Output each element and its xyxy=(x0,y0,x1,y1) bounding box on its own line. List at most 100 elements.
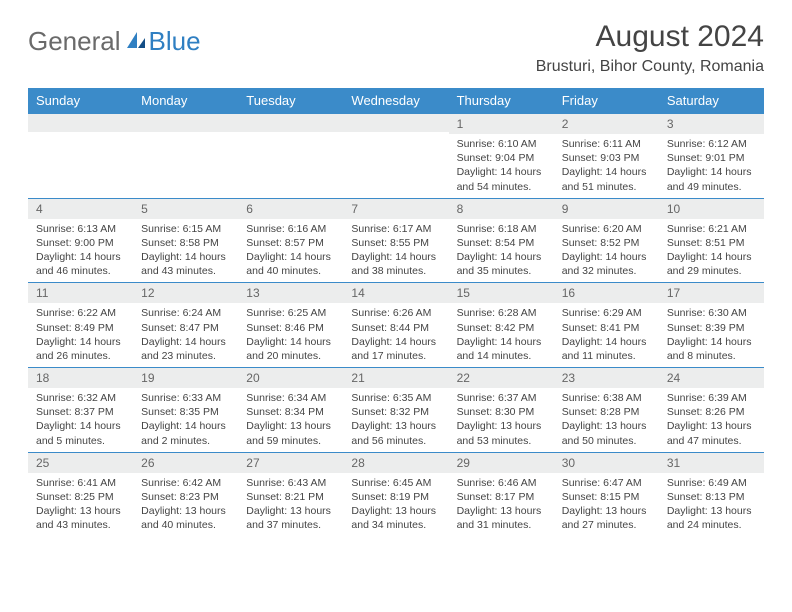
day-details: Sunrise: 6:18 AMSunset: 8:54 PMDaylight:… xyxy=(449,219,554,283)
weekday-header-row: SundayMondayTuesdayWednesdayThursdayFrid… xyxy=(28,88,764,114)
calendar-day-cell: 20Sunrise: 6:34 AMSunset: 8:34 PMDayligh… xyxy=(238,368,343,453)
day-number: 19 xyxy=(133,368,238,388)
calendar-day-cell: 2Sunrise: 6:11 AMSunset: 9:03 PMDaylight… xyxy=(554,114,659,199)
calendar-day-cell: 28Sunrise: 6:45 AMSunset: 8:19 PMDayligh… xyxy=(343,452,448,536)
calendar-day-cell: 31Sunrise: 6:49 AMSunset: 8:13 PMDayligh… xyxy=(659,452,764,536)
calendar-day-cell: 18Sunrise: 6:32 AMSunset: 8:37 PMDayligh… xyxy=(28,368,133,453)
day-details: Sunrise: 6:21 AMSunset: 8:51 PMDaylight:… xyxy=(659,219,764,283)
calendar-day-cell: 14Sunrise: 6:26 AMSunset: 8:44 PMDayligh… xyxy=(343,283,448,368)
calendar-day-cell: 9Sunrise: 6:20 AMSunset: 8:52 PMDaylight… xyxy=(554,198,659,283)
calendar-day-cell: 6Sunrise: 6:16 AMSunset: 8:57 PMDaylight… xyxy=(238,198,343,283)
calendar-day-cell: 22Sunrise: 6:37 AMSunset: 8:30 PMDayligh… xyxy=(449,368,554,453)
day-details: Sunrise: 6:12 AMSunset: 9:01 PMDaylight:… xyxy=(659,134,764,198)
logo: General Blue xyxy=(28,20,201,57)
day-details: Sunrise: 6:45 AMSunset: 8:19 PMDaylight:… xyxy=(343,473,448,537)
day-details: Sunrise: 6:10 AMSunset: 9:04 PMDaylight:… xyxy=(449,134,554,198)
calendar-day-cell: 4Sunrise: 6:13 AMSunset: 9:00 PMDaylight… xyxy=(28,198,133,283)
calendar-week-row: 1Sunrise: 6:10 AMSunset: 9:04 PMDaylight… xyxy=(28,114,764,199)
day-details: Sunrise: 6:47 AMSunset: 8:15 PMDaylight:… xyxy=(554,473,659,537)
day-number: 21 xyxy=(343,368,448,388)
calendar-day-cell xyxy=(343,114,448,199)
day-number: 24 xyxy=(659,368,764,388)
day-details: Sunrise: 6:25 AMSunset: 8:46 PMDaylight:… xyxy=(238,303,343,367)
day-number: 2 xyxy=(554,114,659,134)
day-number: 28 xyxy=(343,453,448,473)
calendar-day-cell xyxy=(28,114,133,199)
day-number: 26 xyxy=(133,453,238,473)
day-number: 15 xyxy=(449,283,554,303)
calendar-day-cell: 17Sunrise: 6:30 AMSunset: 8:39 PMDayligh… xyxy=(659,283,764,368)
day-number: 25 xyxy=(28,453,133,473)
calendar-day-cell: 13Sunrise: 6:25 AMSunset: 8:46 PMDayligh… xyxy=(238,283,343,368)
day-details: Sunrise: 6:46 AMSunset: 8:17 PMDaylight:… xyxy=(449,473,554,537)
calendar-day-cell xyxy=(238,114,343,199)
day-details: Sunrise: 6:42 AMSunset: 8:23 PMDaylight:… xyxy=(133,473,238,537)
calendar-day-cell: 7Sunrise: 6:17 AMSunset: 8:55 PMDaylight… xyxy=(343,198,448,283)
day-details: Sunrise: 6:30 AMSunset: 8:39 PMDaylight:… xyxy=(659,303,764,367)
calendar-day-cell: 30Sunrise: 6:47 AMSunset: 8:15 PMDayligh… xyxy=(554,452,659,536)
empty-day-header xyxy=(133,114,238,132)
day-details: Sunrise: 6:43 AMSunset: 8:21 PMDaylight:… xyxy=(238,473,343,537)
day-details: Sunrise: 6:28 AMSunset: 8:42 PMDaylight:… xyxy=(449,303,554,367)
day-number: 1 xyxy=(449,114,554,134)
calendar-day-cell: 29Sunrise: 6:46 AMSunset: 8:17 PMDayligh… xyxy=(449,452,554,536)
day-details: Sunrise: 6:34 AMSunset: 8:34 PMDaylight:… xyxy=(238,388,343,452)
calendar-day-cell: 3Sunrise: 6:12 AMSunset: 9:01 PMDaylight… xyxy=(659,114,764,199)
calendar-day-cell: 21Sunrise: 6:35 AMSunset: 8:32 PMDayligh… xyxy=(343,368,448,453)
calendar-body: 1Sunrise: 6:10 AMSunset: 9:04 PMDaylight… xyxy=(28,114,764,537)
day-details: Sunrise: 6:11 AMSunset: 9:03 PMDaylight:… xyxy=(554,134,659,198)
day-number: 18 xyxy=(28,368,133,388)
day-number: 9 xyxy=(554,199,659,219)
day-details: Sunrise: 6:37 AMSunset: 8:30 PMDaylight:… xyxy=(449,388,554,452)
day-details: Sunrise: 6:26 AMSunset: 8:44 PMDaylight:… xyxy=(343,303,448,367)
day-details: Sunrise: 6:16 AMSunset: 8:57 PMDaylight:… xyxy=(238,219,343,283)
calendar-day-cell: 11Sunrise: 6:22 AMSunset: 8:49 PMDayligh… xyxy=(28,283,133,368)
day-details: Sunrise: 6:15 AMSunset: 8:58 PMDaylight:… xyxy=(133,219,238,283)
day-number: 17 xyxy=(659,283,764,303)
empty-day-header xyxy=(28,114,133,132)
day-number: 10 xyxy=(659,199,764,219)
day-details: Sunrise: 6:22 AMSunset: 8:49 PMDaylight:… xyxy=(28,303,133,367)
title-block: August 2024 Brusturi, Bihor County, Roma… xyxy=(536,20,764,76)
weekday-header: Tuesday xyxy=(238,88,343,114)
day-number: 4 xyxy=(28,199,133,219)
day-details: Sunrise: 6:13 AMSunset: 9:00 PMDaylight:… xyxy=(28,219,133,283)
day-number: 13 xyxy=(238,283,343,303)
calendar-day-cell: 27Sunrise: 6:43 AMSunset: 8:21 PMDayligh… xyxy=(238,452,343,536)
logo-text-2: Blue xyxy=(149,26,201,57)
day-number: 5 xyxy=(133,199,238,219)
day-details: Sunrise: 6:29 AMSunset: 8:41 PMDaylight:… xyxy=(554,303,659,367)
calendar-day-cell: 15Sunrise: 6:28 AMSunset: 8:42 PMDayligh… xyxy=(449,283,554,368)
day-details: Sunrise: 6:17 AMSunset: 8:55 PMDaylight:… xyxy=(343,219,448,283)
calendar-week-row: 25Sunrise: 6:41 AMSunset: 8:25 PMDayligh… xyxy=(28,452,764,536)
day-number: 14 xyxy=(343,283,448,303)
day-number: 6 xyxy=(238,199,343,219)
day-details: Sunrise: 6:35 AMSunset: 8:32 PMDaylight:… xyxy=(343,388,448,452)
day-details: Sunrise: 6:33 AMSunset: 8:35 PMDaylight:… xyxy=(133,388,238,452)
header: General Blue August 2024 Brusturi, Bihor… xyxy=(28,20,764,76)
calendar-day-cell: 24Sunrise: 6:39 AMSunset: 8:26 PMDayligh… xyxy=(659,368,764,453)
weekday-header: Sunday xyxy=(28,88,133,114)
day-number: 30 xyxy=(554,453,659,473)
calendar-day-cell xyxy=(133,114,238,199)
day-details: Sunrise: 6:38 AMSunset: 8:28 PMDaylight:… xyxy=(554,388,659,452)
day-details: Sunrise: 6:39 AMSunset: 8:26 PMDaylight:… xyxy=(659,388,764,452)
day-number: 22 xyxy=(449,368,554,388)
calendar-week-row: 4Sunrise: 6:13 AMSunset: 9:00 PMDaylight… xyxy=(28,198,764,283)
day-number: 7 xyxy=(343,199,448,219)
calendar-day-cell: 16Sunrise: 6:29 AMSunset: 8:41 PMDayligh… xyxy=(554,283,659,368)
day-number: 8 xyxy=(449,199,554,219)
empty-day-header xyxy=(343,114,448,132)
empty-day-header xyxy=(238,114,343,132)
weekday-header: Wednesday xyxy=(343,88,448,114)
day-number: 12 xyxy=(133,283,238,303)
weekday-header: Monday xyxy=(133,88,238,114)
day-details: Sunrise: 6:20 AMSunset: 8:52 PMDaylight:… xyxy=(554,219,659,283)
day-number: 16 xyxy=(554,283,659,303)
page-title: August 2024 xyxy=(536,20,764,54)
day-number: 29 xyxy=(449,453,554,473)
logo-text-1: General xyxy=(28,26,121,57)
calendar-day-cell: 25Sunrise: 6:41 AMSunset: 8:25 PMDayligh… xyxy=(28,452,133,536)
logo-sail-icon xyxy=(125,26,147,57)
calendar-week-row: 11Sunrise: 6:22 AMSunset: 8:49 PMDayligh… xyxy=(28,283,764,368)
